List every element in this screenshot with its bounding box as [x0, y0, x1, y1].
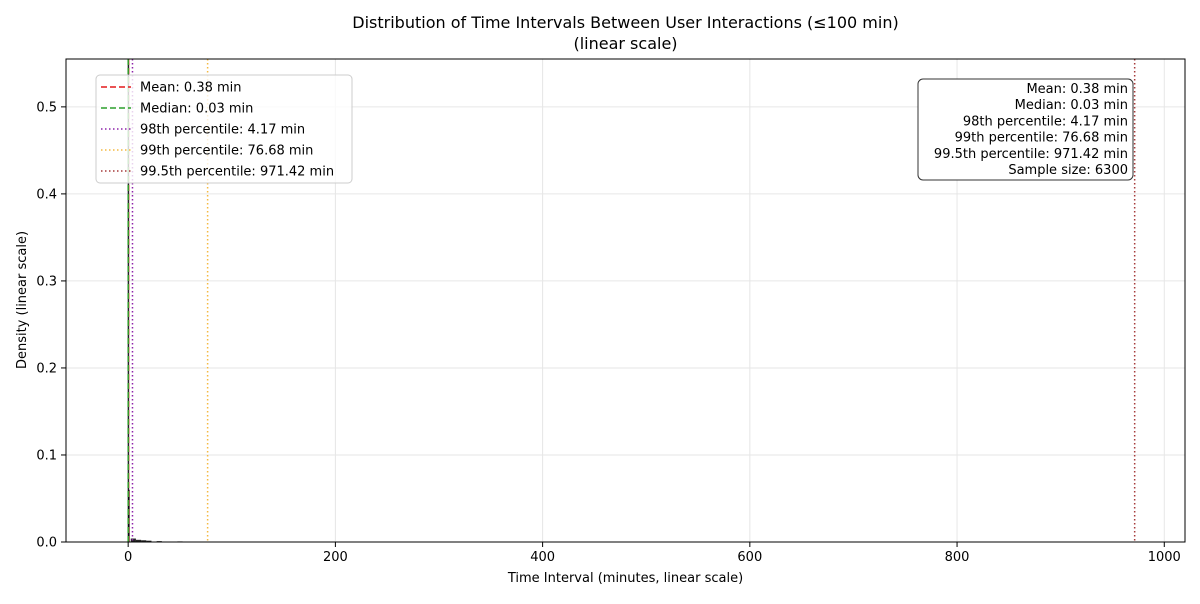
y-tick-label: 0.4 [36, 187, 57, 202]
histogram-bar [128, 490, 130, 542]
legend-entry: Mean: 0.38 min [140, 81, 242, 96]
chart-subtitle: (linear scale) [573, 34, 677, 53]
stats-line: Median: 0.03 min [1015, 98, 1128, 113]
legend-entry: 98th percentile: 4.17 min [140, 123, 305, 138]
histogram-bar [131, 539, 136, 542]
legend-entry: 99th percentile: 76.68 min [140, 144, 313, 159]
y-tick-label: 0.0 [36, 536, 57, 551]
x-tick-label: 1000 [1148, 550, 1181, 565]
x-axis-label: Time Interval (minutes, linear scale) [507, 571, 743, 586]
chart-title: Distribution of Time Intervals Between U… [352, 13, 898, 32]
stats-line: Mean: 0.38 min [1026, 82, 1128, 97]
x-tick-label: 0 [124, 550, 132, 565]
legend: Mean: 0.38 min Median: 0.03 min 98th perce… [96, 75, 352, 183]
legend-entry: Median: 0.03 min [140, 102, 253, 117]
y-tick-label: 0.3 [36, 274, 57, 289]
legend-entry: 99.5th percentile: 971.42 min [140, 165, 334, 180]
y-tick-label: 0.1 [36, 448, 57, 463]
x-tick-label: 400 [530, 550, 555, 565]
stats-line: 99.5th percentile: 971.42 min [934, 147, 1128, 162]
y-tick-label: 0.5 [36, 100, 57, 115]
y-axis-label: Density (linear scale) [15, 231, 30, 369]
x-tick-label: 200 [323, 550, 348, 565]
stats-line: 99th percentile: 76.68 min [955, 131, 1128, 146]
x-tick-label: 800 [945, 550, 970, 565]
y-tick-label: 0.2 [36, 361, 57, 376]
stats-line: 98th percentile: 4.17 min [963, 114, 1128, 129]
stats-line: Sample size: 6300 [1008, 163, 1128, 178]
x-tick-label: 600 [737, 550, 762, 565]
